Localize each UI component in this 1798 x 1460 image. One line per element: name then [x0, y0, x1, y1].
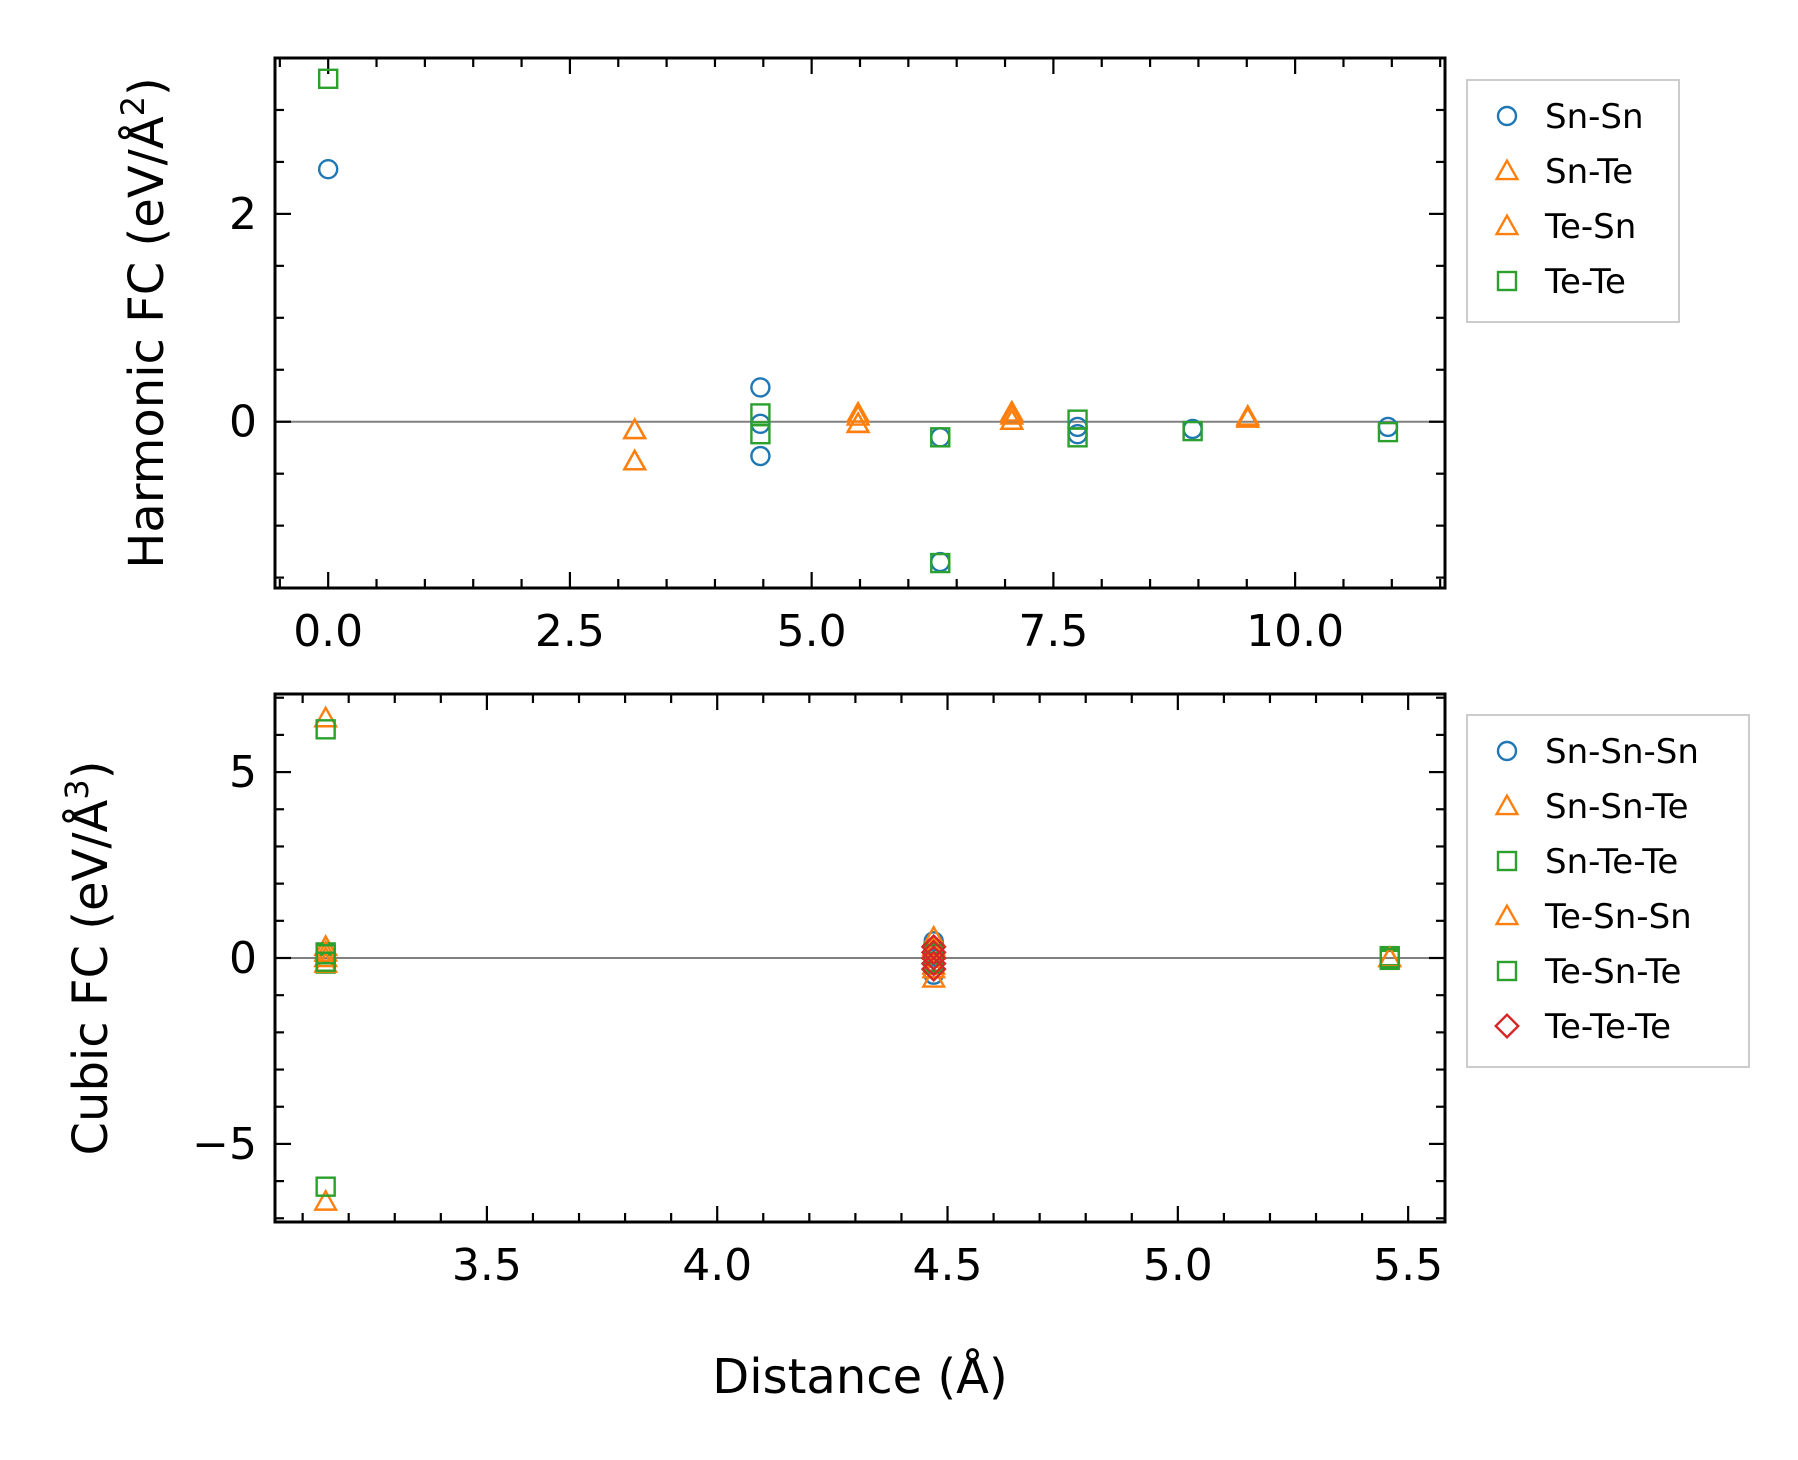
- harmonic-legend-label-te-te: Te-Te: [1544, 262, 1626, 302]
- harmonic-point-sn-te: [999, 399, 1025, 422]
- distance-x-axis-label: Distance (Å): [712, 1348, 1007, 1405]
- harmonic-point-sn-sn: [317, 158, 339, 180]
- cubic-point-sn-te-te: [315, 1176, 336, 1197]
- harmonic-legend-marker-te-te: [1496, 270, 1518, 292]
- cubic-y-axis-label-exponent: 3: [58, 779, 96, 799]
- harmonic-tick-labels: 0.0 2.5 5.0 7.5 10.0 0 2: [229, 189, 1344, 657]
- harmonic-point-sn-sn: [930, 551, 951, 573]
- cubic-y-tick-label: −5: [192, 1119, 257, 1170]
- harmonic-legend: Sn-Sn Sn-Te Te-Sn Te-Te: [1466, 79, 1680, 323]
- cubic-x-tick-label: 4.5: [913, 1240, 983, 1291]
- cubic-point-te-sn-sn: [313, 939, 339, 962]
- harmonic-point-te-sn: [845, 411, 871, 434]
- cubic-legend-label-sn-te-te: Sn-Te-Te: [1545, 842, 1678, 882]
- cubic-axes-frame: [273, 692, 1447, 1224]
- cubic-point-te-sn-te: [1379, 947, 1400, 969]
- cubic-legend-label-te-te-te: Te-Te-Te: [1544, 1007, 1671, 1047]
- cubic-point-sn-sn-te: [313, 705, 339, 728]
- cubic-point-te-te-te: [920, 945, 947, 971]
- harmonic-axes-frame: [273, 56, 1447, 590]
- harmonic-data-points: [317, 68, 1399, 574]
- cubic-x-tick-label: 5.5: [1373, 1240, 1443, 1291]
- harmonic-point-te-te: [1182, 420, 1203, 442]
- cubic-legend-label-te-sn-te: Te-Sn-Te: [1544, 952, 1681, 992]
- cubic-point-sn-sn-te: [313, 1188, 339, 1211]
- cubic-legend-marker-te-te-te: [1494, 1013, 1520, 1039]
- cubic-legend-label-sn-sn-sn: Sn-Sn-Sn: [1545, 732, 1699, 772]
- cubic-fc-panel: 3.5 4.0 4.5 5.0 5.5 −5 0 5 Cubic FC (eV/Å3) Dis…: [58, 692, 1447, 1405]
- harmonic-y-tick-label: 0: [229, 397, 257, 448]
- harmonic-point-te-te: [930, 427, 951, 448]
- harmonic-legend-label-sn-te: Sn-Te: [1545, 152, 1633, 192]
- harmonic-point-te-te: [1377, 421, 1399, 443]
- cubic-legend-label-sn-sn-te: Sn-Sn-Te: [1545, 787, 1689, 827]
- harmonic-legend-marker-sn-sn: [1496, 105, 1518, 127]
- harmonic-point-te-te: [1067, 427, 1088, 448]
- cubic-y-axis-label-close: ): [63, 761, 119, 780]
- cubic-x-tick-label: 4.0: [682, 1240, 752, 1291]
- harmonic-point-te-sn: [999, 402, 1025, 425]
- harmonic-y-tick-label: 2: [229, 189, 257, 240]
- harmonic-legend-box: [1466, 79, 1680, 323]
- cubic-y-axis-label-main: Cubic FC (eV/Å: [62, 799, 119, 1155]
- cubic-legend-label-te-sn-sn: Te-Sn-Sn: [1544, 897, 1692, 937]
- harmonic-point-sn-sn: [930, 427, 951, 448]
- harmonic-legend-marker-te-sn: [1494, 213, 1520, 236]
- cubic-legend-marker-sn-sn-sn: [1496, 740, 1518, 762]
- cubic-point-te-sn-te: [315, 951, 336, 972]
- harmonic-ticks: [275, 56, 1445, 588]
- cubic-point-te-te-te: [920, 956, 947, 983]
- cubic-legend: Sn-Sn-Sn Sn-Sn-Te Sn-Te-Te Te-Sn-Sn Te-Sn-Te…: [1466, 714, 1750, 1068]
- harmonic-point-sn-sn: [1377, 416, 1399, 438]
- harmonic-legend-marker-sn-te: [1494, 158, 1520, 181]
- harmonic-point-te-sn: [622, 448, 648, 471]
- harmonic-point-te-sn: [999, 407, 1025, 430]
- harmonic-y-axis-label-close: ): [119, 77, 175, 96]
- harmonic-x-tick-label: 10.0: [1246, 606, 1344, 657]
- cubic-point-sn-sn-te: [313, 945, 339, 968]
- harmonic-point-sn-sn: [750, 377, 771, 398]
- harmonic-point-sn-sn: [750, 413, 771, 435]
- harmonic-point-te-te: [750, 403, 771, 424]
- harmonic-point-te-te: [930, 552, 951, 574]
- cubic-point-te-te-te: [920, 939, 947, 966]
- harmonic-point-te-te: [750, 423, 771, 445]
- harmonic-x-tick-label: 5.0: [777, 606, 847, 657]
- harmonic-point-sn-te: [622, 448, 648, 471]
- cubic-point-te-te-te: [920, 950, 947, 977]
- cubic-x-tick-label: 5.0: [1143, 1240, 1213, 1291]
- harmonic-legend-label-te-sn: Te-Sn: [1544, 207, 1636, 247]
- harmonic-y-axis-label-exponent: 2: [114, 96, 152, 116]
- harmonic-point-te-sn: [845, 403, 871, 426]
- cubic-point-sn-te-te: [315, 719, 336, 740]
- harmonic-x-tick-label: 7.5: [1018, 606, 1088, 657]
- harmonic-point-sn-te: [845, 400, 871, 423]
- harmonic-y-axis-label: Harmonic FC (eV/Å2): [114, 77, 175, 569]
- harmonic-fc-panel: 0.0 2.5 5.0 7.5 10.002 Harmonic FC (eV/Å2): [114, 56, 1447, 657]
- cubic-legend-marker-sn-te-te: [1496, 850, 1518, 872]
- harmonic-point-te-te: [317, 68, 339, 89]
- cubic-legend-marker-sn-sn-te: [1494, 793, 1520, 816]
- cubic-tick-labels: 3.5 4.0 4.5 5.0 5.5 −5 0 5: [192, 747, 1443, 1291]
- cubic-legend-marker-te-sn-sn: [1494, 903, 1520, 926]
- harmonic-point-te-sn: [622, 417, 648, 440]
- cubic-y-tick-label: 0: [229, 933, 257, 984]
- cubic-legend-box: [1466, 714, 1750, 1068]
- harmonic-legend-label-sn-sn: Sn-Sn: [1545, 97, 1644, 137]
- harmonic-point-sn-sn: [750, 445, 771, 467]
- cubic-y-axis-label: Cubic FC (eV/Å3): [58, 761, 119, 1156]
- cubic-x-tick-label: 3.5: [452, 1240, 522, 1291]
- harmonic-y-axis-label-main: Harmonic FC (eV/Å: [118, 116, 175, 569]
- cubic-y-tick-label: 5: [229, 747, 257, 798]
- harmonic-x-tick-label: 2.5: [535, 606, 605, 657]
- cubic-legend-marker-te-sn-te: [1496, 960, 1518, 982]
- harmonic-point-te-sn: [1235, 405, 1261, 428]
- cubic-data-points: [313, 705, 1403, 1211]
- harmonic-x-tick-label: 0.0: [293, 606, 363, 657]
